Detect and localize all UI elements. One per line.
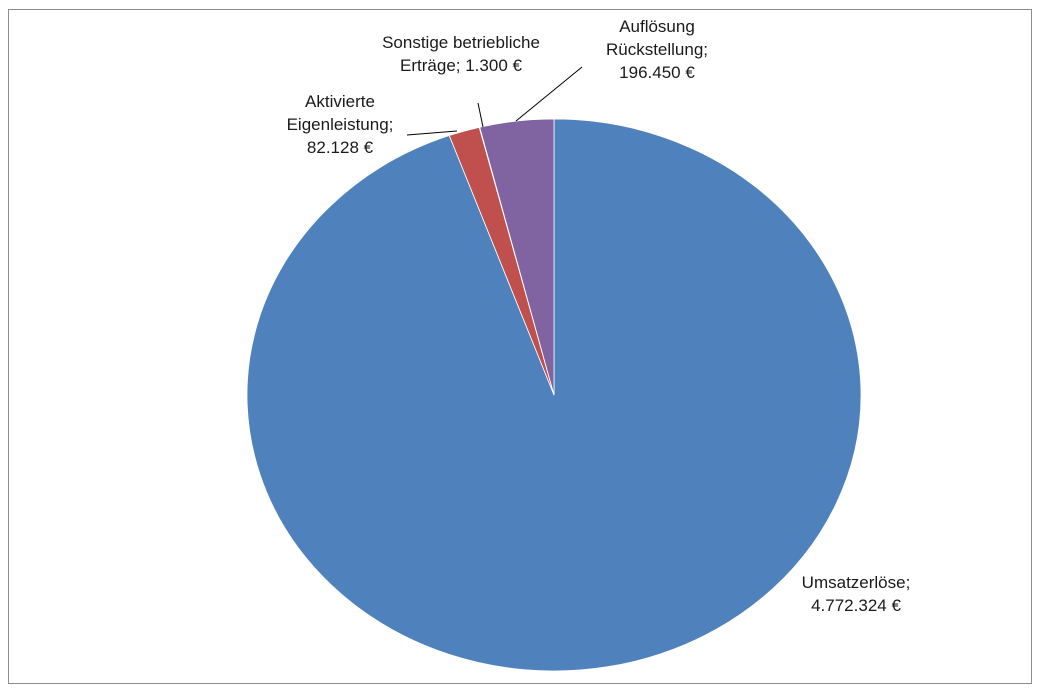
leader-line-1 (406, 130, 458, 136)
data-label-3: Auflösung Rückstellung; 196.450 € (606, 17, 708, 82)
data-label-line: Erträge; 1.300 € (400, 56, 522, 75)
data-label-line: Umsatzerlöse; (802, 573, 911, 592)
data-label-line: Eigenleistung; (287, 115, 394, 134)
data-label-line: Aktivierte (305, 92, 375, 111)
data-label-line: Auflösung (619, 17, 695, 36)
data-label-1: Aktivierte Eigenleistung; 82.128 € (287, 92, 394, 157)
leader-lines (406, 66, 583, 136)
leader-line-2 (477, 102, 484, 128)
data-label-0: Umsatzerlöse; 4.772.324 € (802, 573, 911, 615)
data-label-line: 82.128 € (307, 138, 374, 157)
data-label-line: 196.450 € (619, 63, 695, 82)
data-labels: Umsatzerlöse; 4.772.324 € Aktivierte Eigenl… (287, 17, 911, 615)
data-label-line: 4.772.324 € (811, 596, 901, 615)
data-label-line: Rückstellung; (606, 40, 708, 59)
data-label-2: Sonstige betriebliche Erträge; 1.300 € (382, 33, 540, 75)
data-label-line: Sonstige betriebliche (382, 33, 540, 52)
pie-slices (246, 118, 862, 672)
leader-line-3 (515, 66, 583, 122)
